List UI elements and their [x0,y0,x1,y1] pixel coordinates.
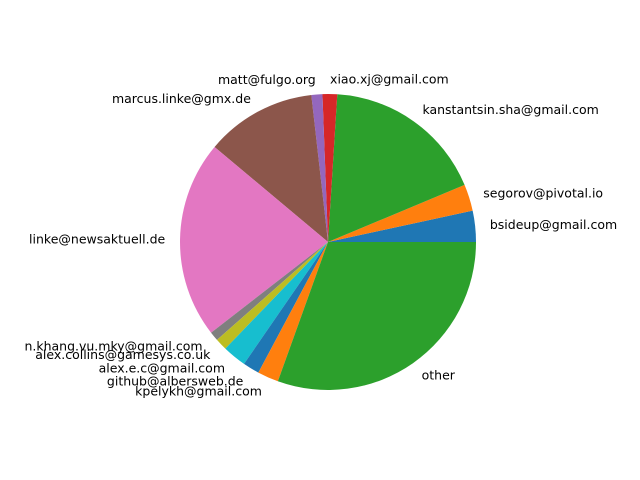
pie-label-bsideup-gmail-com: bsideup@gmail.com [490,217,617,232]
pie-label-linke-newsaktuell-de: linke@newsaktuell.de [29,231,165,246]
pie-slice-alex-collins-gamesys-co-uk [216,242,328,349]
pie-slice-n-khang-vu-mky-gmail-com [211,242,328,340]
pie-label-alex-e-c-gmail-com: alex.e.c@gmail.com [99,361,225,376]
pie-label-github-albersweb-de: github@albersweb.de [107,374,244,389]
pie-slice-github-albersweb-de [244,242,328,373]
pie-labels: bsideup@gmail.com segorov@pivotal.io kanst… [24,72,617,399]
pie-slice-marcus-linke-gmx-de [214,94,328,242]
pie-label-kanstantsin-sha-gmail-com: kanstantsin.sha@gmail.com [422,102,598,117]
pie-slice-kanstantsin-sha-gmail-com [328,94,465,242]
pie-slice-linke-newsaktuell-de [180,146,328,333]
pie-slices [180,94,477,390]
pie-label-matt-fulgo-org: matt@fulgo.org [218,72,316,87]
pie-slice-other [277,242,477,390]
pie-slice-kpelykh-gmail-com [258,242,328,382]
pie-label-other: other [422,368,456,383]
pie-label-marcus-linke-gmx-de: marcus.linke@gmx.de [112,91,251,106]
pie-slice-xiao-xj-gmail-com [322,94,338,242]
pie-label-xiao-xj-gmail-com: xiao.xj@gmail.com [330,72,449,87]
pie-slice-segorov-pivotal-io [328,184,473,242]
pie-slice-bsideup-gmail-com [328,210,476,242]
pie-slice-matt-fulgo-org [311,94,328,242]
pie-label-segorov-pivotal-io: segorov@pivotal.io [483,186,603,201]
pie-label-kpelykh-gmail-com: kpelykh@gmail.com [135,383,262,398]
pie-label-n-khang-vu-mky-gmail-com: n.khang.vu.mky@gmail.com [24,338,202,353]
pie-slice-alex-e-c-gmail-com [225,242,328,364]
pie-label-alex-collins-gamesys-co-uk: alex.collins@gamesys.co.uk [35,347,211,362]
